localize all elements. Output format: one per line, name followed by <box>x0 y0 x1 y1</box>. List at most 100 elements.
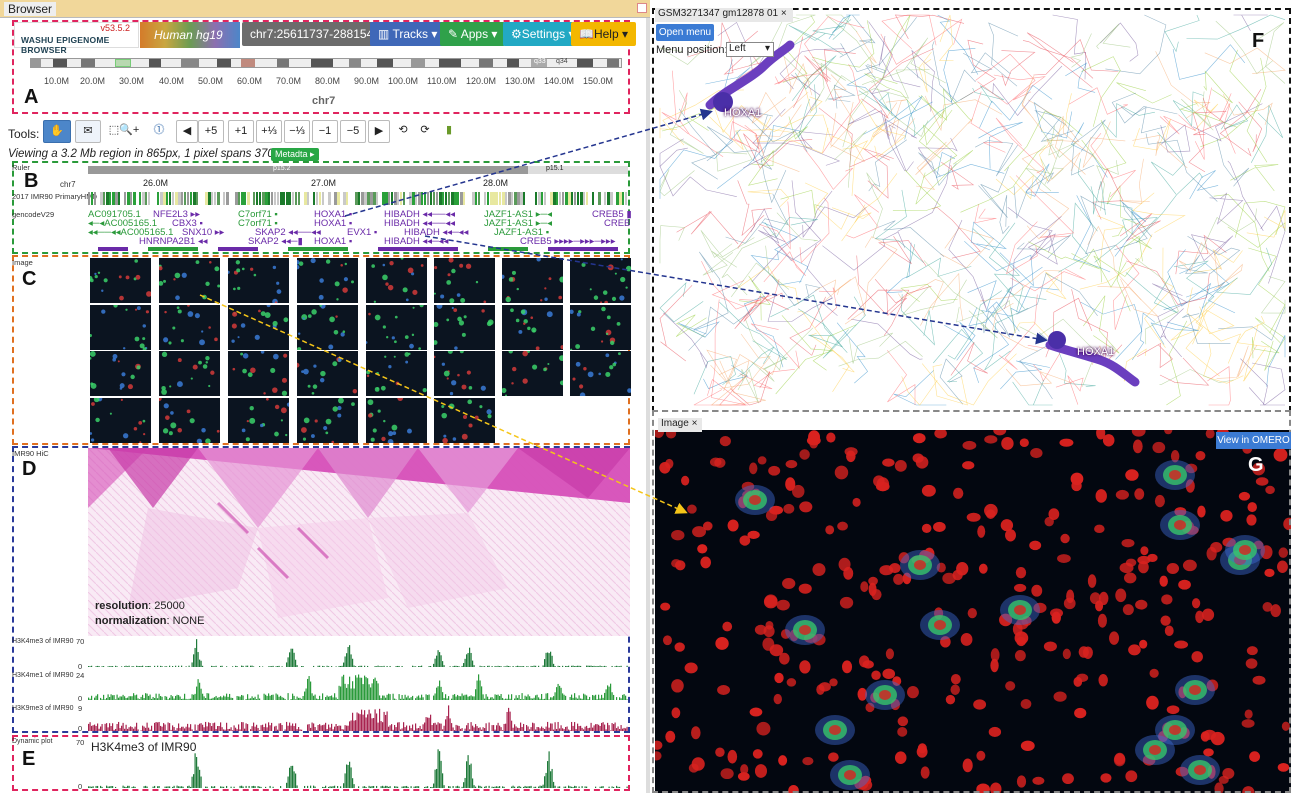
highlight-button[interactable]: ▮ <box>440 120 458 143</box>
gene-label[interactable]: SKAP2 ◂◂──◂◂ <box>255 227 321 238</box>
zoom-region-tool-button[interactable]: ⬚🔍+ <box>105 120 143 143</box>
image-thumbnail[interactable] <box>570 258 631 303</box>
gene-label[interactable]: SNX10 ▸▸ <box>182 227 225 238</box>
image-thumbnail[interactable] <box>159 305 220 350</box>
image-thumbnail[interactable] <box>366 305 427 350</box>
close-icon[interactable]: × <box>780 8 787 19</box>
image-thumbnail[interactable] <box>90 398 151 443</box>
gene-label[interactable]: HIBADH ◂◂──◂◂ <box>384 218 456 229</box>
gene-density-strip <box>98 247 618 251</box>
image-thumbnail[interactable] <box>502 351 563 396</box>
menu-position-select[interactable]: Left ▾ <box>726 42 774 57</box>
pan-left-button[interactable]: ◀ <box>176 120 198 143</box>
browser-tab[interactable]: Browser <box>0 0 650 18</box>
gene-label[interactable]: CBX3 ▪ <box>172 218 203 229</box>
band-label-q33: q33 <box>534 58 546 65</box>
gene-label[interactable]: HOXA1 ▪ <box>314 218 353 229</box>
image-thumbnail[interactable] <box>90 305 151 350</box>
zoom-out-5-button[interactable]: −5 <box>340 120 366 143</box>
gene-label[interactable]: SKAP2 ◂◂─▮ <box>248 236 303 247</box>
hic-normalization: normalization: NONE <box>95 615 205 627</box>
chromosome-ideogram[interactable]: q33 q34 <box>30 58 622 68</box>
image-thumbnail[interactable] <box>366 351 427 396</box>
tools-label: Tools: <box>8 127 40 141</box>
image-thumbnail[interactable] <box>502 258 563 303</box>
image-thumbnail[interactable] <box>434 398 495 443</box>
gene-label[interactable]: ◂─◂AC005165.1 <box>88 218 158 229</box>
maximize-icon[interactable] <box>637 3 647 13</box>
image-thumbnail[interactable] <box>228 305 289 350</box>
ideo-tick: 10.0M <box>44 76 70 86</box>
zoom-out-1-button[interactable]: −1 <box>312 120 338 143</box>
menu-position-value: Left <box>729 43 746 54</box>
gene-label[interactable]: HIBADH ◂◂─◂◂ <box>384 236 449 247</box>
structure-tab[interactable]: GSM3271347 gm12878 01 × <box>655 8 793 22</box>
dynamic-plot[interactable] <box>88 738 628 790</box>
gene-label[interactable]: NFE2L3 ▸▸ <box>153 209 201 220</box>
view-in-omero-button[interactable]: View in OMERO <box>1216 432 1291 449</box>
gene-label[interactable]: ◂◂──◂◂AC005165.1 <box>88 227 174 238</box>
reorder-tool-button[interactable]: ✉ <box>75 120 101 143</box>
signal-track-h3k4me3[interactable] <box>88 637 628 669</box>
undo-button[interactable]: ⟲ <box>394 120 412 143</box>
gene-label[interactable]: HNRNPA2B1 ◂◂ <box>139 236 208 247</box>
image-thumbnail[interactable] <box>434 351 495 396</box>
gene-label[interactable]: JAZF1-AS1 ▸─◂ <box>484 218 553 229</box>
image-thumbnail[interactable] <box>434 305 495 350</box>
gene-label[interactable]: JAZF1-AS1 ▪ <box>494 227 550 238</box>
image-thumbnail[interactable] <box>90 258 151 303</box>
zoom-in-5-button[interactable]: +5 <box>198 120 224 143</box>
zoom-in-third-button[interactable]: +⅓ <box>256 120 282 143</box>
gene-label[interactable]: C7orf71 ▪ <box>238 218 278 229</box>
image-tab[interactable]: Image × <box>658 418 702 432</box>
image-thumbnail[interactable] <box>159 398 220 443</box>
ideo-tick: 20.0M <box>80 76 106 86</box>
close-icon[interactable]: × <box>691 418 698 429</box>
help-menu-button[interactable]: 📖Help ▾ <box>571 22 636 46</box>
genome-label[interactable]: Human hg19 <box>140 22 240 48</box>
image-thumbnail[interactable] <box>366 398 427 443</box>
image-thumbnail[interactable] <box>570 305 631 350</box>
settings-menu-button[interactable]: ⚙Settings ▾ <box>503 22 583 46</box>
coordinates-box[interactable]: chr7:25611737-28815426 <box>242 22 395 46</box>
gene-label[interactable]: HIBADH ◂◂─◂◂ <box>404 227 469 238</box>
image-thumbnail[interactable] <box>570 351 631 396</box>
image-thumbnail[interactable] <box>434 258 495 303</box>
tracks-menu-button[interactable]: ▥ Tracks ▾ <box>370 22 446 46</box>
image-thumbnail[interactable] <box>297 305 358 350</box>
redo-button[interactable]: ⟳ <box>416 120 434 143</box>
panel-a-frame <box>12 20 630 114</box>
image-thumbnail[interactable] <box>90 351 151 396</box>
panel-letter-a: A <box>24 86 39 108</box>
image-thumbnail[interactable] <box>228 258 289 303</box>
image-thumbnail[interactable] <box>297 351 358 396</box>
open-menu-button[interactable]: Open menu <box>656 24 714 41</box>
zoom-in-1-button[interactable]: +1 <box>228 120 254 143</box>
gene-label[interactable]: HOXA1 ▪ <box>314 209 353 220</box>
pan-right-button[interactable]: ▶ <box>368 120 390 143</box>
image-thumbnail[interactable] <box>366 258 427 303</box>
metadata-button[interactable]: Metadta ▸ <box>271 148 319 161</box>
zoom-out-third-button[interactable]: −⅓ <box>284 120 310 143</box>
gene-label[interactable]: C7orf71 ▪ <box>238 209 278 220</box>
signal-track-h3k9me3[interactable] <box>88 703 628 733</box>
signal-track-h3k4me1[interactable] <box>88 670 628 702</box>
gene-label[interactable]: AC091705.1 <box>88 209 141 220</box>
image-thumbnail[interactable] <box>159 258 220 303</box>
browser-logo[interactable]: v53.5.2 WASHU EPIGENOME BROWSER <box>14 22 139 55</box>
hmm-track[interactable] <box>88 191 628 206</box>
image-thumbnail[interactable] <box>502 305 563 350</box>
apps-menu-button[interactable]: ✎ Apps ▾ <box>440 22 506 46</box>
gene-label[interactable]: EVX1 ▪ <box>347 227 378 238</box>
image-thumbnail[interactable] <box>228 398 289 443</box>
info-tool-button[interactable]: ⓵ <box>147 120 171 143</box>
gene-label[interactable]: HOXA1 ▪ <box>314 236 353 247</box>
drag-tool-button[interactable]: ✋ <box>43 120 71 143</box>
image-thumbnail[interactable] <box>228 351 289 396</box>
microscopy-image[interactable] <box>655 430 1291 793</box>
image-thumbnail[interactable] <box>297 398 358 443</box>
3d-structure-view[interactable] <box>655 10 1291 410</box>
image-thumbnail[interactable] <box>159 351 220 396</box>
image-thumbnail[interactable] <box>297 258 358 303</box>
gene-label[interactable]: CREB <box>604 218 631 229</box>
